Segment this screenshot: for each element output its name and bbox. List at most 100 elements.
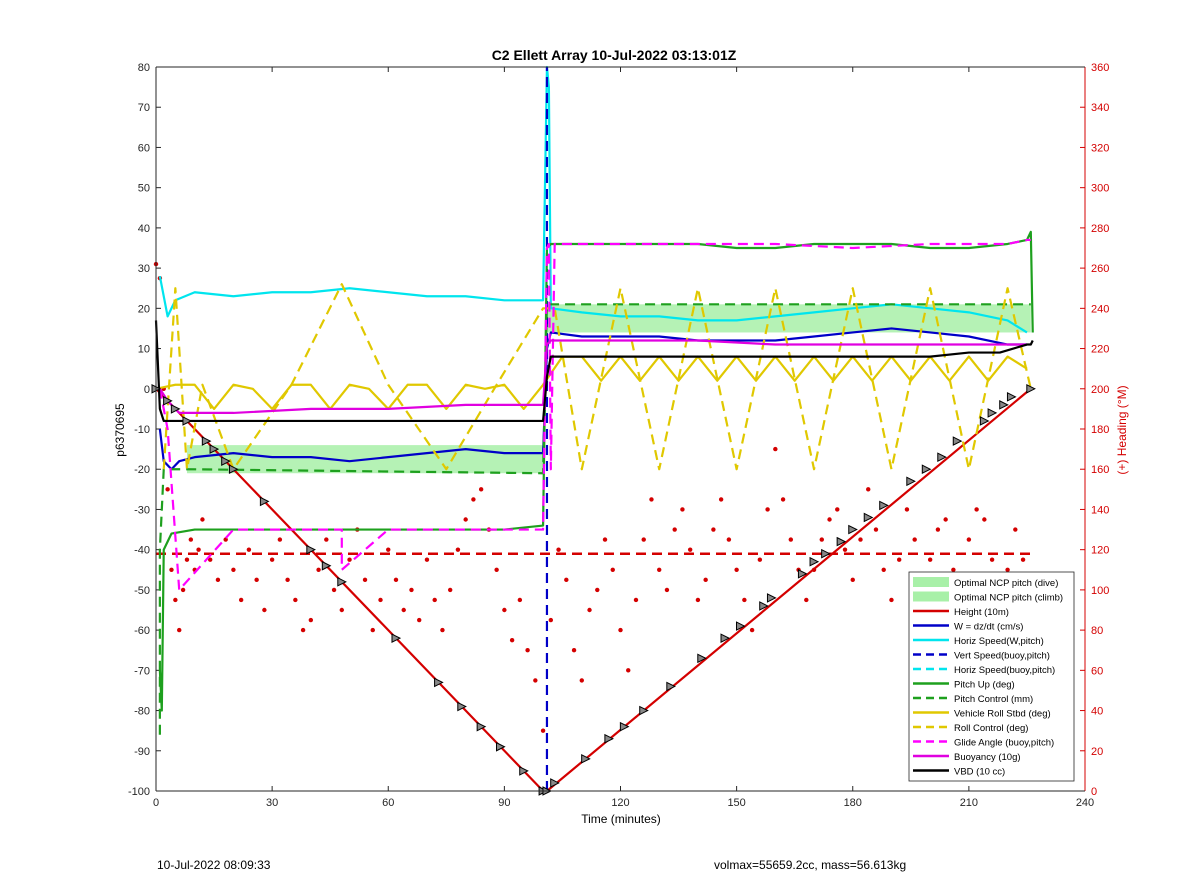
height-marker <box>434 677 444 688</box>
heading-point <box>269 557 275 562</box>
heading-point <box>904 507 910 512</box>
height-marker <box>182 416 193 426</box>
height-marker <box>550 778 560 788</box>
heading-point <box>339 607 344 613</box>
heading-point <box>595 587 600 593</box>
height-marker <box>952 436 963 446</box>
height-marker <box>766 593 777 603</box>
heading-point <box>989 557 995 562</box>
heading-point <box>927 557 933 562</box>
heading-point <box>618 627 623 633</box>
y-tick-label: 60 <box>138 142 150 154</box>
y2-tick-label: 280 <box>1091 223 1109 235</box>
heading-point <box>633 597 639 603</box>
heading-point <box>749 627 755 633</box>
legend-label: Height (10m) <box>954 607 1009 618</box>
height-marker <box>476 721 487 732</box>
heading-point <box>494 567 499 572</box>
heading-point <box>362 577 368 583</box>
heading-point <box>285 577 290 583</box>
ncp-band-1 <box>546 304 1031 333</box>
heading-point <box>842 547 848 552</box>
heading-point <box>734 567 739 572</box>
heading-point <box>610 567 615 572</box>
heading-point <box>982 517 987 522</box>
heading-point <box>966 537 972 542</box>
y-tick-label: -60 <box>134 625 150 637</box>
heading-point <box>773 446 778 452</box>
heading-point <box>657 567 662 572</box>
y-tick-label: 20 <box>138 303 150 315</box>
y-tick-label: 0 <box>144 384 150 396</box>
y-tick-label: 30 <box>138 263 150 275</box>
heading-point <box>912 537 917 542</box>
height-marker <box>879 500 889 511</box>
heading-point <box>780 497 786 502</box>
heading-point <box>165 487 170 492</box>
heading-point <box>873 527 879 532</box>
heading-point <box>804 597 809 603</box>
height-marker <box>836 536 847 547</box>
heading-point <box>277 537 283 542</box>
heading-point <box>757 557 763 562</box>
legend-label: VBD (10 cc) <box>954 767 1005 778</box>
series-line <box>158 65 1028 334</box>
heading-point <box>858 537 863 542</box>
legend-swatch <box>913 591 949 602</box>
heading-point <box>680 507 685 512</box>
plot-area: -100-90-80-70-60-50-40-30-20-10010203040… <box>128 62 1109 809</box>
x-tick-label: 240 <box>1076 797 1094 809</box>
y2-tick-label: 200 <box>1091 384 1109 396</box>
y2-tick-label: 240 <box>1091 303 1109 315</box>
heading-point <box>649 497 654 502</box>
heading-point <box>502 607 507 613</box>
y-tick-label: -50 <box>134 585 150 597</box>
height-marker <box>759 601 769 611</box>
height-marker <box>337 577 347 587</box>
heading-point <box>509 637 515 643</box>
heading-point <box>300 627 306 633</box>
heading-point <box>393 577 399 583</box>
height-marker <box>906 476 916 487</box>
height-marker <box>863 512 874 523</box>
heading-point <box>726 537 732 542</box>
y-tick-label: -70 <box>134 665 150 677</box>
height-marker <box>697 653 707 664</box>
x-tick-label: 120 <box>611 797 629 809</box>
x-tick-label: 60 <box>382 797 394 809</box>
heading-point <box>331 587 337 593</box>
height-marker <box>848 524 858 535</box>
height-marker <box>391 633 402 643</box>
heading-point <box>525 648 530 653</box>
height-marker <box>496 741 506 752</box>
y2-axis-label: (+) Heading (°M) <box>1115 385 1129 474</box>
height-marker <box>987 408 998 418</box>
y2-tick-label: 340 <box>1091 102 1109 114</box>
heading-point <box>943 517 948 522</box>
heading-point <box>533 678 538 683</box>
heading-point <box>409 587 414 593</box>
series-line <box>158 238 1031 591</box>
heading-point <box>765 507 770 512</box>
x-tick-label: 0 <box>153 797 159 809</box>
x-tick-label: 210 <box>960 797 978 809</box>
heading-point <box>881 567 886 572</box>
heading-point <box>417 617 422 623</box>
legend-label: Vert Speed(buoy,pitch) <box>954 651 1050 662</box>
heading-point <box>974 507 979 512</box>
y-tick-label: 10 <box>138 344 150 356</box>
heading-point <box>687 547 693 552</box>
x-tick-label: 90 <box>498 797 510 809</box>
y2-tick-label: 120 <box>1091 545 1109 557</box>
heading-point <box>231 567 236 572</box>
heading-point <box>238 597 244 603</box>
heading-point <box>548 617 554 623</box>
heading-point <box>324 537 329 542</box>
height-marker <box>1026 383 1036 394</box>
height-marker <box>163 396 173 406</box>
height-marker <box>666 681 676 692</box>
height-marker <box>221 456 231 466</box>
height-marker <box>639 705 649 716</box>
heading-point <box>579 678 584 683</box>
height-marker <box>201 436 212 446</box>
